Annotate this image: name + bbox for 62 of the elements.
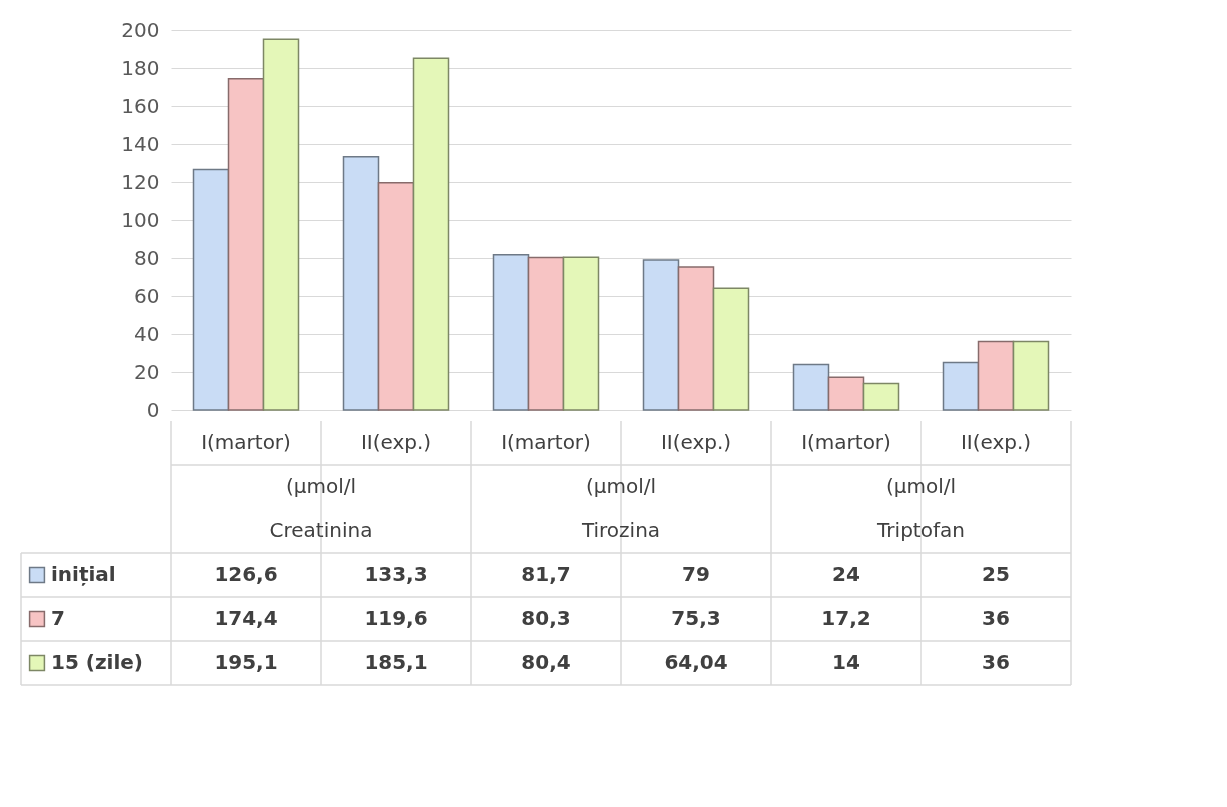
- data-label: 36: [982, 606, 1010, 630]
- y-tick-label: 60: [134, 283, 160, 308]
- text: (µmol/l: [585, 474, 657, 498]
- bar: [227, 77, 265, 411]
- bar: [412, 57, 450, 411]
- data-label: 79: [682, 562, 710, 586]
- data-label: 119,6: [364, 606, 428, 630]
- bar: [192, 168, 230, 411]
- y-tick-label: 140: [121, 131, 160, 156]
- text: Creatinina: [269, 518, 373, 542]
- bar: [862, 382, 900, 411]
- data-label: 24: [832, 562, 860, 586]
- y-tick-label: 20: [134, 359, 160, 384]
- x-tick-label: I(martor): [801, 430, 891, 454]
- data-label: 81,7: [521, 562, 571, 586]
- x-tick-label: II(exp.): [960, 430, 1032, 454]
- data-label: 80,3: [521, 606, 571, 630]
- bar: [977, 340, 1015, 411]
- bar: [827, 376, 865, 411]
- text: (µmol/l: [285, 474, 357, 498]
- data-label: 80,4: [521, 650, 571, 674]
- text: Triptofan: [876, 518, 965, 542]
- y-tick-label: 0: [146, 397, 160, 422]
- text: (µmol/l: [885, 474, 957, 498]
- x-tick-label: I(martor): [501, 430, 591, 454]
- bar: [792, 363, 830, 411]
- x-tick-label: II(exp.): [660, 430, 732, 454]
- bar: [527, 256, 565, 411]
- data-label: 195,1: [214, 650, 278, 674]
- bar: [262, 38, 300, 411]
- bar: [942, 361, 980, 411]
- bar: [712, 287, 750, 411]
- bar: [492, 254, 530, 411]
- data-label: 174,4: [214, 606, 278, 630]
- data-label: 25: [982, 562, 1010, 586]
- y-tick-label: 100: [121, 207, 160, 232]
- bar: [677, 266, 715, 411]
- data-label: 126,6: [214, 562, 278, 586]
- text: Tirozina: [580, 518, 661, 542]
- x-tick-label: II(exp.): [360, 430, 432, 454]
- bar: [1012, 340, 1050, 411]
- y-tick-label: 160: [121, 93, 160, 118]
- data-label: 64,04: [664, 650, 728, 674]
- legend-label: 15 (zile): [51, 650, 143, 674]
- data-label: 133,3: [364, 562, 428, 586]
- y-tick-label: 40: [134, 321, 160, 346]
- y-tick-label: 200: [121, 17, 160, 42]
- data-label: 75,3: [671, 606, 721, 630]
- legend-label: 7: [51, 606, 65, 630]
- bar: [642, 259, 680, 411]
- data-label: 17,2: [821, 606, 871, 630]
- data-label: 36: [982, 650, 1010, 674]
- data-label: 185,1: [364, 650, 428, 674]
- data-label: 14: [832, 650, 860, 674]
- bar: [562, 256, 600, 411]
- y-tick-label: 120: [121, 169, 160, 194]
- bar: [377, 182, 415, 411]
- x-tick-label: I(martor): [201, 430, 291, 454]
- bar: [342, 155, 380, 411]
- y-tick-label: 180: [121, 55, 160, 80]
- y-tick-label: 80: [134, 245, 160, 270]
- legend-label: inițial: [51, 562, 116, 586]
